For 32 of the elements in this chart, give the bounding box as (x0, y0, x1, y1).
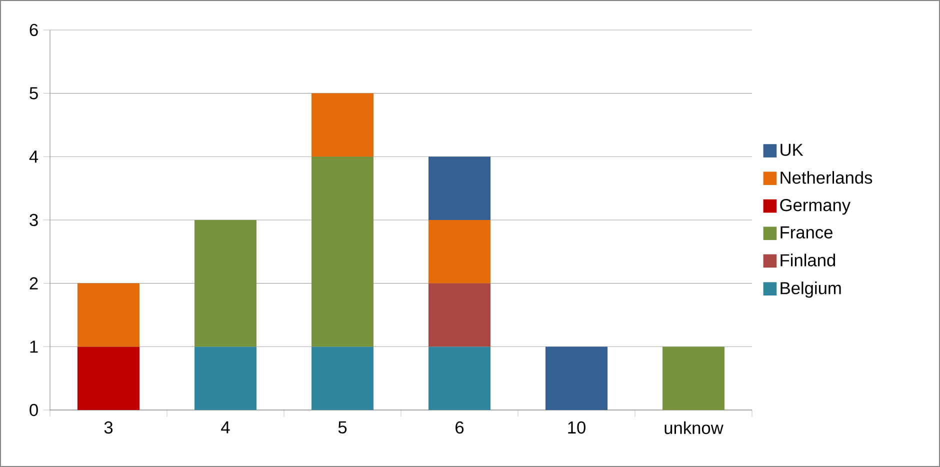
y-tick-label: 0 (30, 404, 38, 416)
bar (194, 220, 256, 347)
x-tick-label: 6 (456, 421, 464, 434)
legend-label: UK (780, 144, 804, 156)
legend-label: Netherlands (780, 171, 872, 184)
bar (77, 346, 140, 410)
legend-label: Belgium (780, 282, 841, 298)
x-tick-label: 10 (568, 421, 586, 434)
bar (428, 220, 491, 284)
legend-label: Finland (780, 254, 836, 266)
bar (194, 346, 256, 410)
bar (428, 156, 491, 220)
bar (428, 283, 491, 347)
x-tick-label: 4 (221, 421, 230, 434)
legend-label: Germany (780, 198, 851, 215)
y-tick-label: 5 (30, 87, 38, 100)
bar (545, 346, 608, 410)
bar (428, 346, 491, 410)
x-tick-label: 3 (104, 421, 113, 434)
y-tick-label: 6 (30, 24, 38, 36)
y-tick-label: 1 (30, 340, 38, 353)
x-tick-label: unknow (664, 421, 724, 434)
x-tick-label: 5 (338, 421, 347, 434)
bar (311, 346, 374, 410)
y-tick-label: 2 (30, 277, 38, 290)
bar (311, 156, 374, 347)
legend-label: France (780, 226, 832, 239)
bar (77, 283, 140, 347)
y-tick-label: 4 (29, 150, 38, 163)
y-tick-label: 3 (30, 214, 38, 226)
bar (662, 346, 725, 410)
bar (311, 93, 374, 157)
